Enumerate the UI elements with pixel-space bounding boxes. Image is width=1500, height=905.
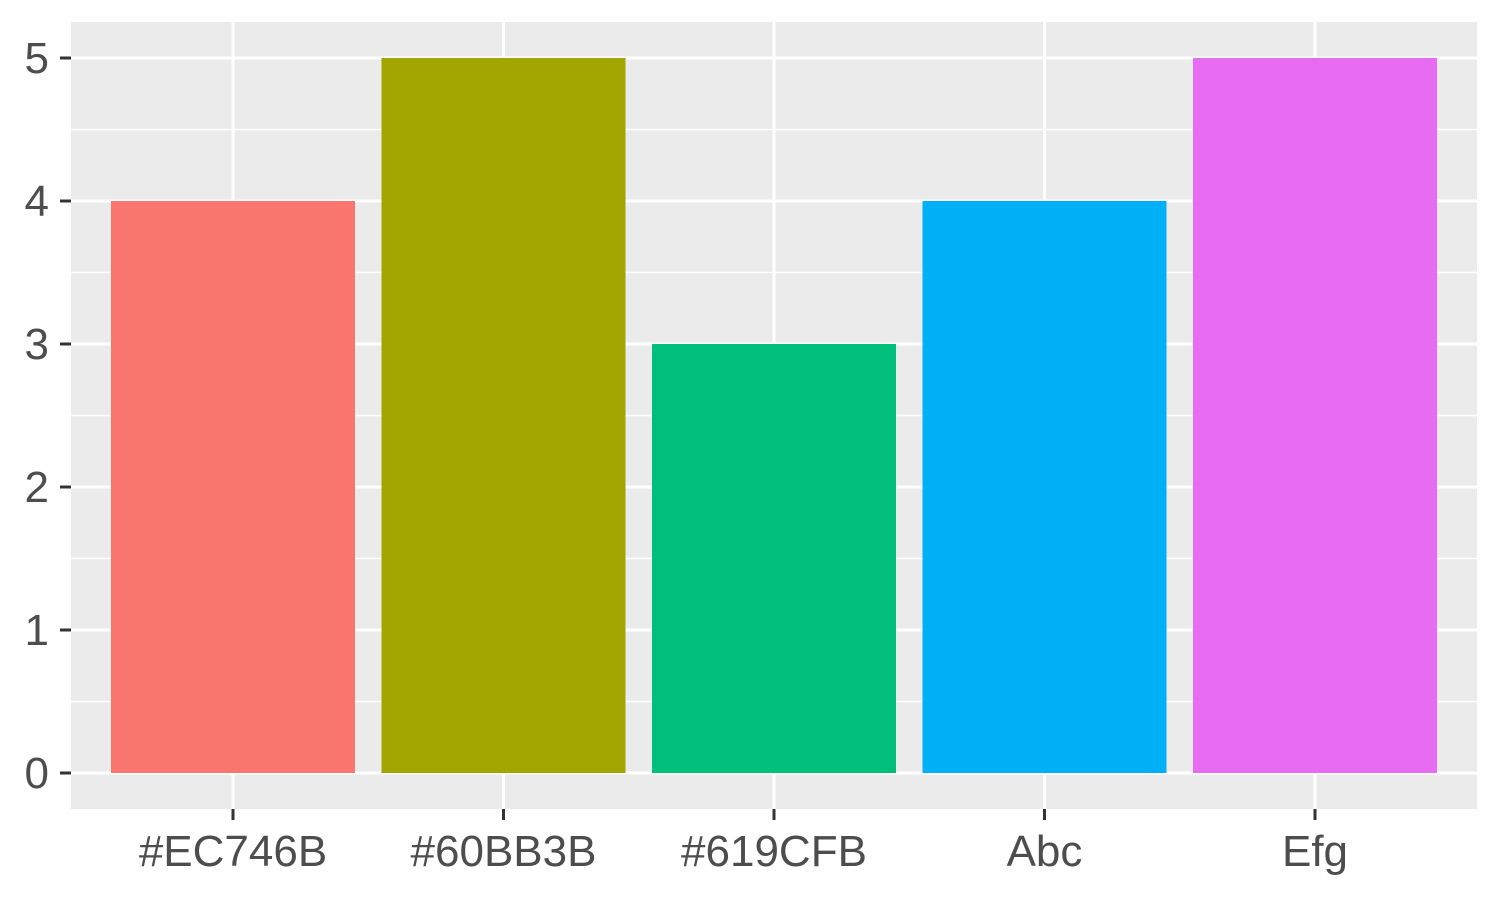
y-tick-label: 0 [25, 749, 49, 798]
x-axis: #EC746B #60BB3B #619CFB Abc Efg [139, 809, 1348, 876]
bar [652, 344, 896, 773]
y-tick-label: 5 [25, 34, 49, 83]
bar [111, 201, 355, 773]
x-tick-label: #EC746B [139, 827, 327, 876]
x-tick-label: #619CFB [681, 827, 867, 876]
y-tick-label: 2 [25, 463, 49, 512]
y-tick-label: 1 [25, 606, 49, 655]
bars-group [111, 58, 1437, 773]
bar [381, 58, 626, 773]
y-tick-label: 4 [25, 177, 49, 226]
x-tick-label: Efg [1282, 827, 1348, 876]
x-tick-label: #60BB3B [411, 827, 597, 876]
bar [1193, 58, 1437, 773]
bar [922, 201, 1167, 773]
y-axis: 0 1 2 3 4 5 [25, 34, 71, 798]
x-tick-label: Abc [1007, 827, 1083, 876]
y-tick-label: 3 [25, 320, 49, 369]
